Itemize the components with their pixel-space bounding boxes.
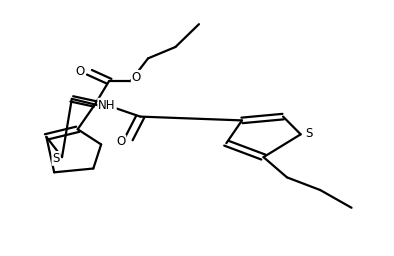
- Text: O: O: [75, 65, 84, 78]
- Text: S: S: [52, 152, 60, 165]
- Text: S: S: [306, 126, 313, 140]
- Text: O: O: [132, 71, 141, 84]
- Text: NH: NH: [98, 99, 116, 112]
- Text: O: O: [116, 135, 125, 148]
